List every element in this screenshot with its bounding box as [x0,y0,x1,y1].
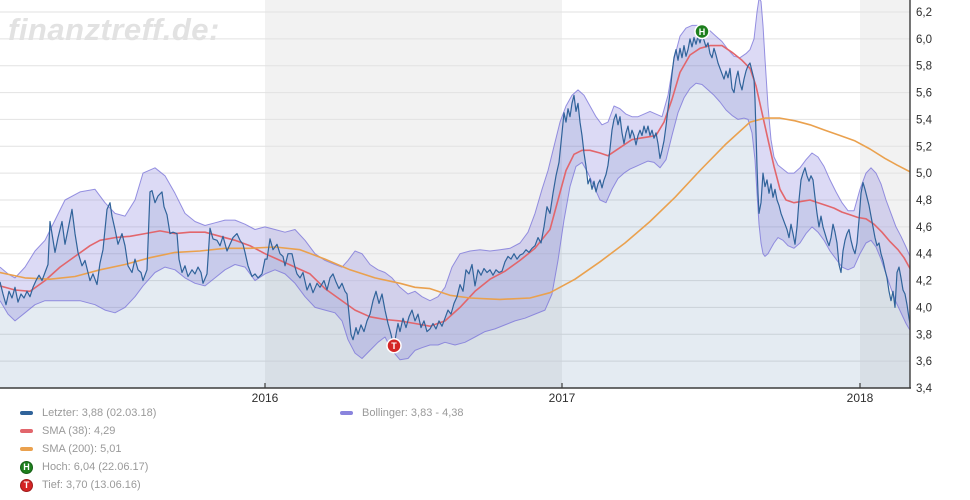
y-tick-label: 4,6 [916,222,932,234]
hoch-legend-circle-icon: H [20,460,33,474]
y-tick-label: 5,0 [916,168,932,180]
price-area [0,34,910,388]
y-tick-label: 4,0 [916,302,932,314]
legend-item-letzter: Letzter: 3,88 (02.03.18) [20,404,156,422]
legend-item-hoch: H Hoch: 6,04 (22.06.17) [20,458,156,476]
y-tick-label: 4,2 [916,276,932,288]
x-tick-label: 2016 [252,391,279,405]
y-tick-label: 5,2 [916,141,932,153]
sma200-line [0,117,910,301]
sma38-legend-line-icon [20,429,33,433]
year-stripe [860,0,910,388]
legend-column-1: Letzter: 3,88 (02.03.18) SMA (38): 4,29 SM… [20,404,156,494]
legend-item-sma38: SMA (38): 4,29 [20,422,156,440]
x-tick-label: 2018 [847,391,874,405]
sma200-legend-line-icon [20,447,33,451]
y-tick-label: 3,8 [916,329,932,341]
legend-item-label: Tief: 3,70 (13.06.16) [42,479,141,491]
y-tick-label: 6,2 [916,7,932,19]
y-tick-label: 5,4 [916,114,933,126]
sma38-line [0,44,910,327]
legend-item-label: SMA (38): 4,29 [42,425,116,437]
hoch-marker [694,23,710,40]
legend-item-sma200: SMA (200): 5,01 [20,440,156,458]
legend-item-tief: T Tief: 3,70 (13.06.16) [20,476,156,494]
legend-item-label: Hoch: 6,04 (22.06.17) [42,461,149,473]
y-tick-label: 3,4 [916,383,933,395]
legend-item-label: Bollinger: 3,83 - 4,38 [362,407,464,419]
y-tick-label: 4,8 [916,195,932,207]
y-tick-label: 6,0 [916,34,932,46]
legend-column-2: Bollinger: 3,83 - 4,38 [340,404,464,422]
bollinger-band [0,0,910,360]
letzter-legend-line-icon [20,411,33,415]
hoch-marker-glyph: H [699,27,706,37]
legend-item-label: Letzter: 3,88 (02.03.18) [42,407,157,419]
bollinger-lower-line [0,82,910,361]
y-tick-label: 5,8 [916,61,932,73]
tief-marker [386,337,402,354]
y-tick-label: 5,6 [916,88,932,100]
legend-item-label: SMA (200): 5,01 [42,443,122,455]
x-tick-label: 2017 [549,391,576,405]
tief-marker-glyph: T [391,341,397,351]
price-line [0,34,910,349]
tief-legend-circle-icon: T [20,478,33,492]
y-tick-label: 4,4 [916,249,933,261]
y-tick-label: 3,6 [916,356,932,368]
legend-item-bollinger: Bollinger: 3,83 - 4,38 [340,404,464,422]
bollinger-upper-line [0,0,910,302]
bollinger-legend-line-icon [340,411,353,415]
series-layer [0,0,910,388]
